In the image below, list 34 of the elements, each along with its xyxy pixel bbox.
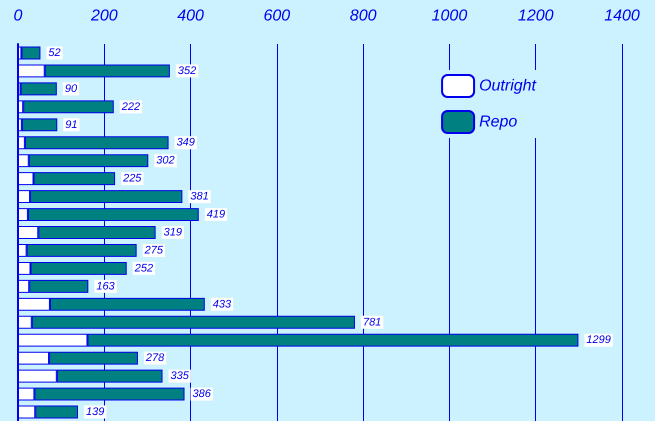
total-label: 302 — [156, 154, 175, 167]
x-tick-label: 400 — [177, 8, 204, 24]
legend-label: Repo — [479, 114, 518, 130]
total-label: 319 — [164, 226, 182, 238]
total-label: 252 — [134, 262, 154, 274]
total-label: 433 — [212, 298, 232, 310]
total-label: 381 — [190, 190, 209, 203]
x-tick-label: 1200 — [518, 8, 554, 24]
x-tick-label: 800 — [350, 8, 377, 24]
bar — [20, 82, 57, 96]
total-label: 90 — [64, 82, 78, 95]
total-label: 52 — [48, 46, 61, 59]
total-label: 222 — [120, 100, 140, 113]
total-label: 225 — [122, 172, 142, 185]
total-label: 139 — [86, 406, 104, 418]
total-label: 1299 — [586, 334, 611, 346]
total-label: 163 — [96, 280, 116, 292]
bar — [22, 118, 58, 132]
total-label: 278 — [144, 352, 166, 364]
total-label: 386 — [192, 388, 212, 400]
total-label: 352 — [178, 64, 196, 77]
total-label: 91 — [65, 118, 78, 131]
total-label: 419 — [206, 208, 226, 221]
x-tick-label: 200 — [90, 8, 118, 24]
total-label: 275 — [144, 244, 164, 256]
bar — [21, 46, 40, 60]
x-tick-label: 0 — [14, 8, 23, 24]
total-label: 349 — [176, 136, 195, 149]
x-tick-label: 1000 — [432, 8, 468, 24]
x-tick-label: 600 — [264, 8, 290, 24]
total-label: 335 — [170, 370, 190, 382]
total-label: 781 — [362, 316, 382, 328]
legend-label: Outright — [479, 78, 537, 94]
x-tick-label: 1400 — [604, 8, 640, 24]
